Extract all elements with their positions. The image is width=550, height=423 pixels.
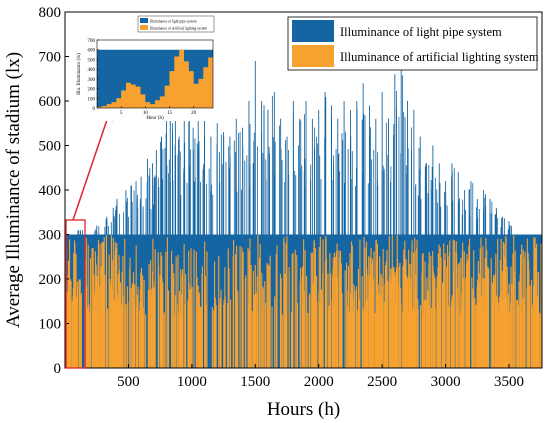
x-tick-label: 3000 — [431, 374, 461, 390]
y-tick-label: 100 — [39, 317, 62, 333]
light-pipe-series — [77, 56, 512, 235]
zoom-highlight — [65, 219, 86, 369]
inset-legend-swatch-light-pipe — [140, 18, 148, 23]
inset-y-axis-label: Illu. Illuminance (lx) — [77, 53, 82, 95]
inset-legend-box — [137, 15, 215, 33]
inset-y-tick-label: 400 — [88, 68, 96, 73]
legend-label-light-pipe: Illuminance of light pipe system — [340, 25, 502, 39]
x-tick-label: 500 — [117, 374, 140, 390]
legend-swatch-artificial — [292, 45, 334, 67]
inset-x-tick-label: 5 — [120, 111, 123, 116]
inset-y-tick-label: 300 — [88, 78, 96, 83]
artificial-lighting-series — [64, 235, 543, 368]
y-tick-label: 500 — [39, 139, 62, 155]
inset-x-tick-label: 15 — [167, 111, 173, 116]
y-tick-label: 400 — [39, 183, 62, 199]
inset-frame — [96, 39, 214, 109]
x-axis-label: Hours (h) — [267, 399, 340, 420]
inset-plot: 0 100 200 300 400 500 600 700 5 10 15 20 Hour (h) Ill… — [72, 14, 218, 121]
x-tick-label: 2000 — [304, 374, 334, 390]
inset-legend: Illuminance of light pipe system Illumina… — [137, 15, 215, 33]
inset-legend-label-light-pipe: Illuminance of light pipe system — [150, 20, 197, 24]
y-tick-label: 800 — [39, 5, 62, 21]
x-tick-label: 3500 — [494, 374, 524, 390]
inset-y-tick-label: 500 — [88, 58, 96, 63]
inset-legend-swatch-artificial — [140, 25, 148, 30]
inset-x-axis-label: Hour (h) — [146, 116, 164, 121]
inset-y-tick-label: 700 — [88, 39, 96, 44]
legend: Illuminance of light pipe system Illumina… — [287, 16, 539, 71]
y-tick-label: 600 — [39, 94, 62, 110]
y-tick-label: 200 — [39, 272, 62, 288]
x-tick-label: 2500 — [367, 374, 397, 390]
y-tick-label: 0 — [54, 361, 62, 377]
inset-artificial-area — [97, 49, 213, 108]
zoom-arrow — [72, 108, 113, 221]
y-axis-label: Average Illuminance of stadium (lx) — [3, 52, 24, 328]
inset-legend-label-artificial: Illuminance of artificial lighting syste… — [150, 27, 207, 31]
y-tick-label: 700 — [39, 50, 62, 66]
inset-x-tick-label: 20 — [191, 111, 197, 116]
y-tick-label: 300 — [39, 228, 62, 244]
inset-y-tick-label: 600 — [88, 49, 96, 54]
inset-y-tick-label: 200 — [88, 88, 96, 93]
x-tick-label: 1500 — [240, 374, 270, 390]
legend-label-artificial: Illuminance of artificial lighting syste… — [340, 50, 539, 64]
inset-x-tick-label: 10 — [143, 111, 149, 116]
x-tick-label: 1000 — [177, 374, 207, 390]
legend-swatch-light-pipe — [292, 20, 334, 42]
inset-y-tick-label: 0 — [93, 107, 96, 112]
inset-y-tick-label: 100 — [88, 97, 96, 102]
